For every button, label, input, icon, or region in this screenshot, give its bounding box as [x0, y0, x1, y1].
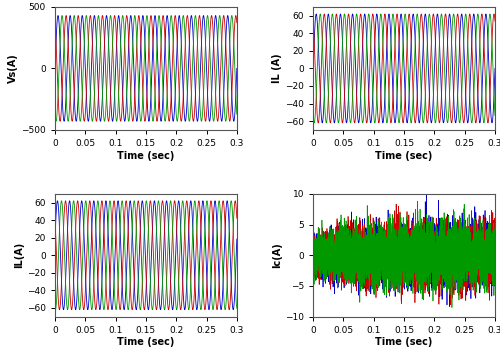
Y-axis label: IL(A): IL(A) [14, 242, 24, 268]
X-axis label: Time (sec): Time (sec) [376, 151, 433, 161]
X-axis label: Time (sec): Time (sec) [117, 151, 174, 161]
Y-axis label: Vs(A): Vs(A) [8, 54, 18, 83]
X-axis label: Time (sec): Time (sec) [117, 338, 174, 348]
X-axis label: Time (sec): Time (sec) [376, 338, 433, 348]
Y-axis label: IL (A): IL (A) [272, 54, 282, 83]
Y-axis label: Ic(A): Ic(A) [272, 242, 282, 268]
